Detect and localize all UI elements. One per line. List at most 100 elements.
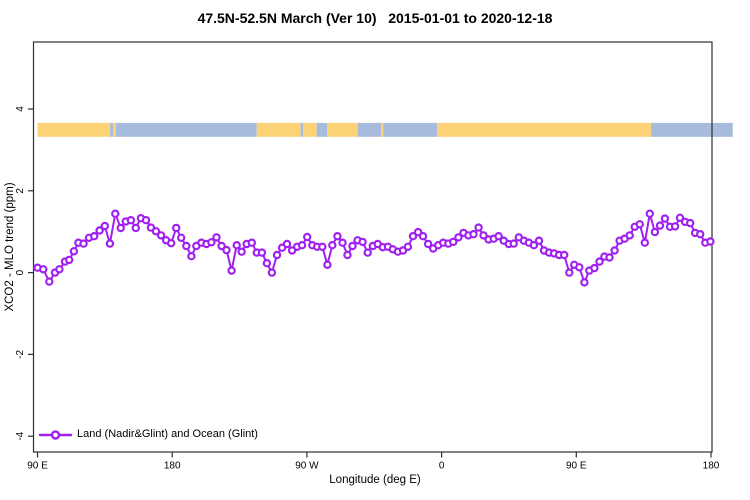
legend-label: Land (Nadir&Glint) and Ocean (Glint) xyxy=(77,428,258,440)
y-tick-label: 2 xyxy=(15,188,26,194)
data-point-marker xyxy=(69,247,79,256)
data-point-marker xyxy=(95,226,104,235)
data-point-marker xyxy=(262,259,272,268)
data-point-marker xyxy=(408,231,418,241)
data-point-marker xyxy=(318,242,327,251)
data-point-marker xyxy=(449,237,458,247)
y-tick-label: -4 xyxy=(15,431,26,440)
data-point-marker xyxy=(45,277,54,286)
data-point-marker xyxy=(670,222,680,231)
data-point-marker xyxy=(141,215,151,225)
data-point-marker xyxy=(534,236,544,245)
data-point-marker xyxy=(529,240,539,250)
surface-band-segment-land xyxy=(327,122,358,137)
data-point-marker xyxy=(89,231,99,241)
surface-band-segment-ocean xyxy=(651,122,733,137)
data-point-marker xyxy=(222,245,231,255)
data-point-marker xyxy=(645,209,655,218)
data-point-marker xyxy=(358,237,367,247)
x-tick-label: 90 E xyxy=(27,461,48,472)
data-point-marker xyxy=(686,218,695,228)
surface-band-segment-land xyxy=(437,122,652,137)
data-point-marker xyxy=(227,266,236,275)
data-point-marker xyxy=(560,250,569,260)
surface-band-segment-land xyxy=(380,122,384,137)
x-tick-label: 180 xyxy=(703,461,720,472)
data-point-marker xyxy=(625,231,634,240)
data-point-marker xyxy=(423,239,433,249)
chart-title: 47.5N-52.5N March (Ver 10) 2015-01-01 to… xyxy=(197,10,553,26)
data-point-marker xyxy=(343,250,352,260)
y-tick-label: -2 xyxy=(15,350,26,359)
data-point-marker xyxy=(494,231,503,241)
surface-band-segment-land xyxy=(256,122,301,137)
data-point-marker xyxy=(182,241,191,251)
x-tick-label: 180 xyxy=(164,461,181,472)
y-tick-label: 0 xyxy=(15,269,26,275)
x-tick-label: 90 W xyxy=(295,461,319,472)
data-point-marker xyxy=(595,257,604,266)
x-tick-label: 90 E xyxy=(566,461,587,472)
data-point-marker xyxy=(328,240,337,250)
surface-band-segment-land xyxy=(113,122,116,137)
data-point-marker xyxy=(217,241,226,251)
data-point-marker xyxy=(105,239,115,248)
data-point-marker xyxy=(479,231,488,240)
surface-band-segment-ocean xyxy=(316,122,328,137)
data-point-marker xyxy=(55,265,64,274)
x-tick-label: 0 xyxy=(439,461,445,472)
data-point-marker xyxy=(640,238,650,247)
data-point-marker xyxy=(706,237,715,246)
data-point-marker xyxy=(187,252,196,261)
data-point-marker xyxy=(610,246,619,255)
surface-band-segment-ocean xyxy=(383,122,438,137)
data-point-marker xyxy=(126,215,136,225)
data-point-marker xyxy=(469,229,478,239)
data-point-marker xyxy=(474,223,483,232)
legend-marker-icon xyxy=(50,430,61,440)
surface-band-segment-ocean xyxy=(115,122,257,137)
data-point-marker xyxy=(79,239,88,248)
data-point-marker xyxy=(660,214,670,223)
data-point-marker xyxy=(282,239,292,249)
data-point-marker xyxy=(590,263,599,273)
data-point-marker xyxy=(655,221,665,230)
data-point-marker xyxy=(303,232,312,242)
data-point-marker xyxy=(297,240,307,250)
x-axis-title: Longitude (deg E) xyxy=(329,474,421,486)
data-point-marker xyxy=(635,220,645,229)
data-point-marker xyxy=(509,239,518,248)
data-point-marker xyxy=(580,278,589,287)
data-point-marker xyxy=(176,233,186,242)
data-point-marker xyxy=(675,213,685,222)
data-point-marker xyxy=(413,227,423,237)
data-point-marker xyxy=(247,238,256,247)
data-point-marker xyxy=(323,260,332,269)
data-point-marker xyxy=(207,238,216,247)
surface-band-segment-land xyxy=(37,122,111,137)
data-point-marker xyxy=(403,242,413,251)
data-point-marker xyxy=(100,221,110,231)
plot-border xyxy=(32,41,713,453)
data-point-marker xyxy=(605,253,614,262)
data-point-marker xyxy=(39,265,48,274)
data-point-marker xyxy=(64,255,74,265)
data-point-marker xyxy=(575,263,584,272)
surface-band-segment-land xyxy=(303,122,317,137)
data-point-marker xyxy=(418,231,428,241)
data-point-marker xyxy=(116,223,125,233)
data-point-marker xyxy=(156,231,166,240)
data-point-marker xyxy=(171,223,181,233)
data-point-marker xyxy=(696,229,705,239)
data-point-marker xyxy=(131,223,140,233)
data-point-marker xyxy=(363,248,372,257)
data-point-marker xyxy=(166,238,176,248)
surface-band-segment-ocean xyxy=(300,122,304,137)
data-point-marker xyxy=(454,233,463,242)
data-point-marker xyxy=(267,268,277,277)
data-point-marker xyxy=(348,241,357,251)
data-point-marker xyxy=(232,240,241,250)
data-point-marker xyxy=(565,268,574,277)
surface-band-segment-ocean xyxy=(110,122,114,137)
